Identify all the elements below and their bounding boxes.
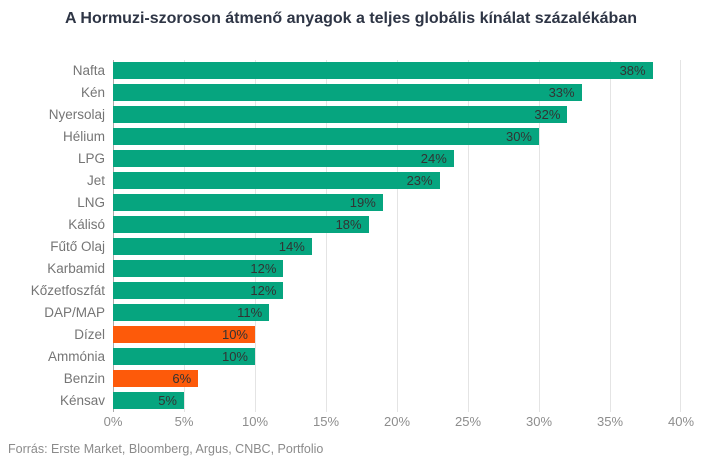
bar-value-label: 18%: [335, 217, 362, 232]
bar-row: 10%: [113, 346, 681, 368]
y-axis-line: [113, 60, 114, 412]
bar-row: 11%: [113, 302, 681, 324]
bar-value-label: 12%: [250, 283, 277, 298]
bar-series: 38% 33% 32% 30% 24% 23% 19% 18% 14% 12% 12% 11% 10% 1…: [113, 60, 681, 412]
category-label: Ammónia: [47, 349, 105, 364]
x-tick-label: 30%: [525, 414, 553, 429]
x-tick-label: 5%: [174, 414, 194, 429]
bar-green: 23%: [113, 172, 440, 189]
category-label: Benzin: [63, 371, 105, 386]
x-tick-label: 25%: [454, 414, 482, 429]
category-label: DAP/MAP: [44, 305, 105, 320]
bar-value-label: 23%: [406, 173, 433, 188]
bar-value-label: 38%: [619, 63, 646, 78]
bar-row: 14%: [113, 236, 681, 258]
gridline: [184, 60, 185, 412]
bar-green: 24%: [113, 150, 454, 167]
bar-row: 18%: [113, 214, 681, 236]
bar-row: 19%: [113, 192, 681, 214]
bar-green: 14%: [113, 238, 312, 255]
category-label: Kőzetfoszfát: [30, 283, 105, 298]
bar-value-label: 12%: [250, 261, 277, 276]
bar-value-label: 32%: [534, 107, 561, 122]
source-note: Forrás: Erste Market, Bloomberg, Argus, …: [8, 442, 324, 456]
bar-row: 24%: [113, 148, 681, 170]
category-label: Kénsav: [59, 393, 105, 408]
bar-row: 32%: [113, 104, 681, 126]
bar-green: 38%: [113, 62, 653, 79]
x-tick-label: 0%: [103, 414, 123, 429]
bar-row: 12%: [113, 280, 681, 302]
bar-green: 18%: [113, 216, 369, 233]
bar-green: 19%: [113, 194, 383, 211]
bar-value-label: 24%: [420, 151, 447, 166]
bar-row: 5%: [113, 390, 681, 412]
bar-orange: 10%: [113, 326, 255, 343]
bar-green: 11%: [113, 304, 270, 321]
category-label: Fűtő Olaj: [50, 239, 105, 254]
chart-title: A Hormuzi-szoroson átmenő anyagok a telj…: [64, 10, 637, 27]
gridline: [468, 60, 469, 412]
x-tick-label: 20%: [383, 414, 411, 429]
bar-row: 23%: [113, 170, 681, 192]
bar-row: 30%: [113, 126, 681, 148]
category-label: Hélium: [62, 129, 105, 144]
bar-green: 5%: [113, 392, 184, 409]
bar-green: 32%: [113, 106, 568, 123]
category-label: Karbamid: [47, 261, 105, 276]
bar-value-label: 33%: [548, 85, 575, 100]
category-label: Kén: [80, 85, 105, 100]
category-axis: Nafta Kén Nyersolaj Hélium LPG Jet LNG Kálisó Fű…: [0, 60, 105, 412]
x-tick-label: 40%: [667, 414, 695, 429]
bar-row: 10%: [113, 324, 681, 346]
bar-green: 12%: [113, 260, 284, 277]
bar-value-label: 19%: [349, 195, 376, 210]
gridline: [326, 60, 327, 412]
bar-green: 30%: [113, 128, 539, 145]
gridline: [255, 60, 256, 412]
bar-orange: 6%: [113, 370, 199, 387]
category-label: Dízel: [74, 327, 105, 342]
bar-value-label: 6%: [172, 371, 192, 386]
category-label: LPG: [77, 151, 105, 166]
gridline: [610, 60, 611, 412]
bar-green: 33%: [113, 84, 582, 101]
x-axis: 0% 5% 10% 15% 20% 25% 30% 35% 40%: [104, 414, 694, 430]
category-label: Jet: [86, 173, 105, 188]
x-tick-label: 10%: [241, 414, 269, 429]
bar-value-label: 5%: [158, 393, 177, 408]
bar-value-label: 11%: [237, 305, 263, 320]
bar-green: 10%: [113, 348, 255, 365]
x-tick-label: 35%: [596, 414, 624, 429]
plot-gridlines: [113, 60, 681, 412]
bar-row: 38%: [113, 60, 681, 82]
category-label: Nafta: [72, 63, 105, 78]
gridline: [539, 60, 540, 412]
bar-value-label: 10%: [221, 327, 248, 342]
x-tick-label: 15%: [312, 414, 340, 429]
bar-green: 12%: [113, 282, 284, 299]
bar-value-label: 30%: [505, 129, 532, 144]
bar-value-label: 14%: [278, 239, 305, 254]
category-label: LNG: [77, 195, 105, 210]
gridline: [397, 60, 398, 412]
gridline: [680, 60, 681, 412]
bar-row: 12%: [113, 258, 681, 280]
category-label: Nyersolaj: [48, 107, 105, 122]
bar-row: 33%: [113, 82, 681, 104]
bar-row: 6%: [113, 368, 681, 390]
bar-value-label: 10%: [221, 349, 248, 364]
category-label: Kálisó: [68, 217, 105, 232]
